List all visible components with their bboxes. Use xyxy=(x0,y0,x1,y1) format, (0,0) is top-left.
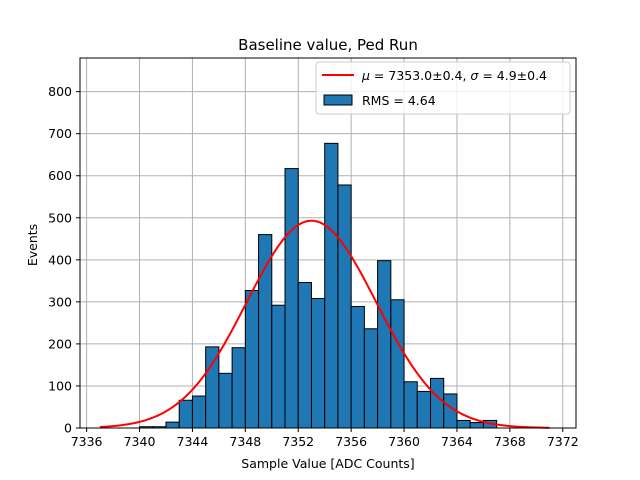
x-tick-label: 7356 xyxy=(335,434,367,449)
x-tick-label: 7368 xyxy=(494,434,526,449)
legend-hist-swatch xyxy=(323,94,353,106)
histogram-bar xyxy=(271,304,286,429)
histogram-bar xyxy=(350,305,365,429)
legend-mu-eq: = xyxy=(370,68,388,83)
histogram-bar xyxy=(258,234,273,429)
histogram-bar xyxy=(377,260,392,429)
y-tick-label: 500 xyxy=(48,210,72,225)
histogram-bar xyxy=(297,282,312,429)
x-tick-label: 7372 xyxy=(547,434,579,449)
histogram-bar xyxy=(363,328,379,429)
histogram-bar xyxy=(191,395,207,429)
histogram-bar xyxy=(165,421,180,429)
histogram-bars xyxy=(139,142,498,429)
legend-box xyxy=(315,61,571,115)
gaussian-fit-curve xyxy=(99,219,550,429)
histogram-bar xyxy=(456,419,471,429)
y-axis-label: Events xyxy=(25,224,40,266)
x-tick-label: 7344 xyxy=(177,434,209,449)
histogram-bar xyxy=(310,298,326,429)
legend-mu-symbol: μ xyxy=(361,68,370,83)
y-tick-label: 400 xyxy=(48,252,72,267)
y-tick-label: 600 xyxy=(48,168,72,183)
legend-separator: , xyxy=(462,68,470,83)
histogram-bar xyxy=(390,299,405,429)
x-tick-label: 7348 xyxy=(229,434,261,449)
y-tick-label: 800 xyxy=(48,84,72,99)
histogram-bar xyxy=(403,381,418,429)
y-tick-label: 300 xyxy=(48,294,72,309)
x-tick-label: 7360 xyxy=(388,434,420,449)
x-tick-label: 7336 xyxy=(71,434,103,449)
legend: μ = 7353.0±0.4, σ = 4.9±0.4 RMS = 4.64 xyxy=(315,61,571,115)
legend-hist-label: RMS = 4.64 xyxy=(362,93,436,108)
y-tick-label: 100 xyxy=(48,378,72,393)
x-tick-label: 7352 xyxy=(282,434,314,449)
histogram-bar xyxy=(218,372,233,429)
legend-sigma-eq: = xyxy=(478,68,496,83)
histogram-bar xyxy=(430,377,445,429)
chart-title: Baseline value, Ped Run xyxy=(238,36,418,54)
y-tick-label: 0 xyxy=(64,421,72,436)
y-axis-ticks: 0 100 200 300 400 500 600 700 800 xyxy=(48,84,80,436)
x-tick-label: 7364 xyxy=(441,434,473,449)
legend-sigma-value: 4.9±0.4 xyxy=(497,68,547,83)
histogram-bar xyxy=(469,422,484,429)
legend-mu-value: 7353.0±0.4 xyxy=(388,68,462,83)
plot-frame xyxy=(79,57,577,429)
y-tick-label: 200 xyxy=(48,336,72,351)
histogram-bar xyxy=(231,347,246,429)
histogram-bar xyxy=(416,390,432,429)
legend-sigma-symbol: σ xyxy=(470,68,479,83)
x-axis-label: Sample Value [ADC Counts] xyxy=(241,456,414,471)
histogram-bar xyxy=(284,168,299,429)
histogram-bar xyxy=(337,184,352,429)
histogram-bar xyxy=(205,346,220,429)
y-tick-label: 700 xyxy=(48,126,72,141)
x-axis-ticks: 7336 7340 7344 7348 7352 7356 7360 7364 7368 7372 xyxy=(71,428,579,449)
histogram-bar xyxy=(324,142,339,429)
x-tick-label: 7340 xyxy=(124,434,156,449)
histogram-bar xyxy=(178,399,193,429)
legend-fit-label: μ = 7353.0±0.4, σ = 4.9±0.4 xyxy=(361,68,547,83)
histogram-bar xyxy=(244,290,260,429)
